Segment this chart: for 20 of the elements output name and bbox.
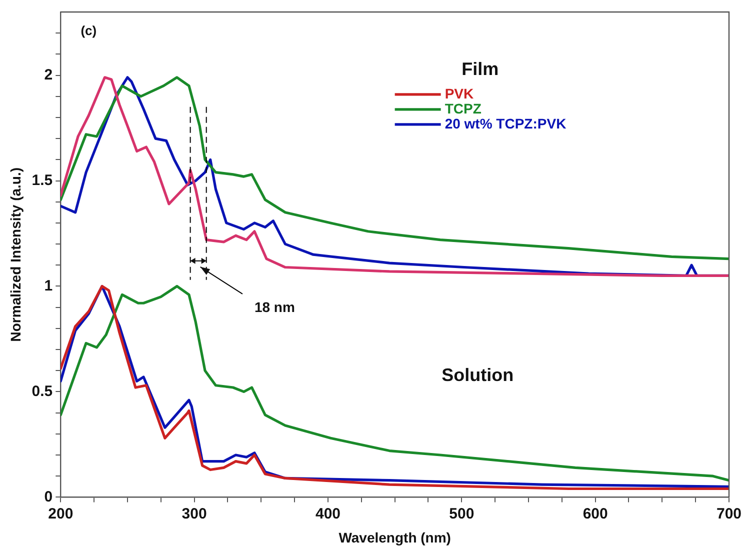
annotation: 18 nm xyxy=(254,298,295,315)
x-tick-label: 400 xyxy=(315,505,341,522)
x-tick-label: 700 xyxy=(716,505,742,522)
legend-label: TCPZ xyxy=(444,100,482,116)
annotation: (c) xyxy=(80,22,97,38)
x-tick-label: 500 xyxy=(449,505,474,522)
y-tick-label: 0.5 xyxy=(32,382,53,400)
legend-label: 20 wt% TCPZ:PVK xyxy=(444,115,566,132)
y-axis-title: Normalized Intensity (a.u.) xyxy=(7,167,24,342)
y-tick-label: 0 xyxy=(44,488,53,506)
legend-label: PVK xyxy=(444,85,474,102)
y-tick-label: 1 xyxy=(44,277,53,294)
y-tick-label: 1.5 xyxy=(32,172,53,189)
x-tick-label: 600 xyxy=(582,505,608,522)
x-tick-label: 200 xyxy=(48,505,74,522)
x-axis-title: Wavelength (nm) xyxy=(338,529,451,546)
annotation: Film xyxy=(462,59,499,80)
annotation: Solution xyxy=(442,364,514,385)
x-tick-label: 300 xyxy=(182,505,207,522)
y-tick-label: 2 xyxy=(44,66,53,84)
